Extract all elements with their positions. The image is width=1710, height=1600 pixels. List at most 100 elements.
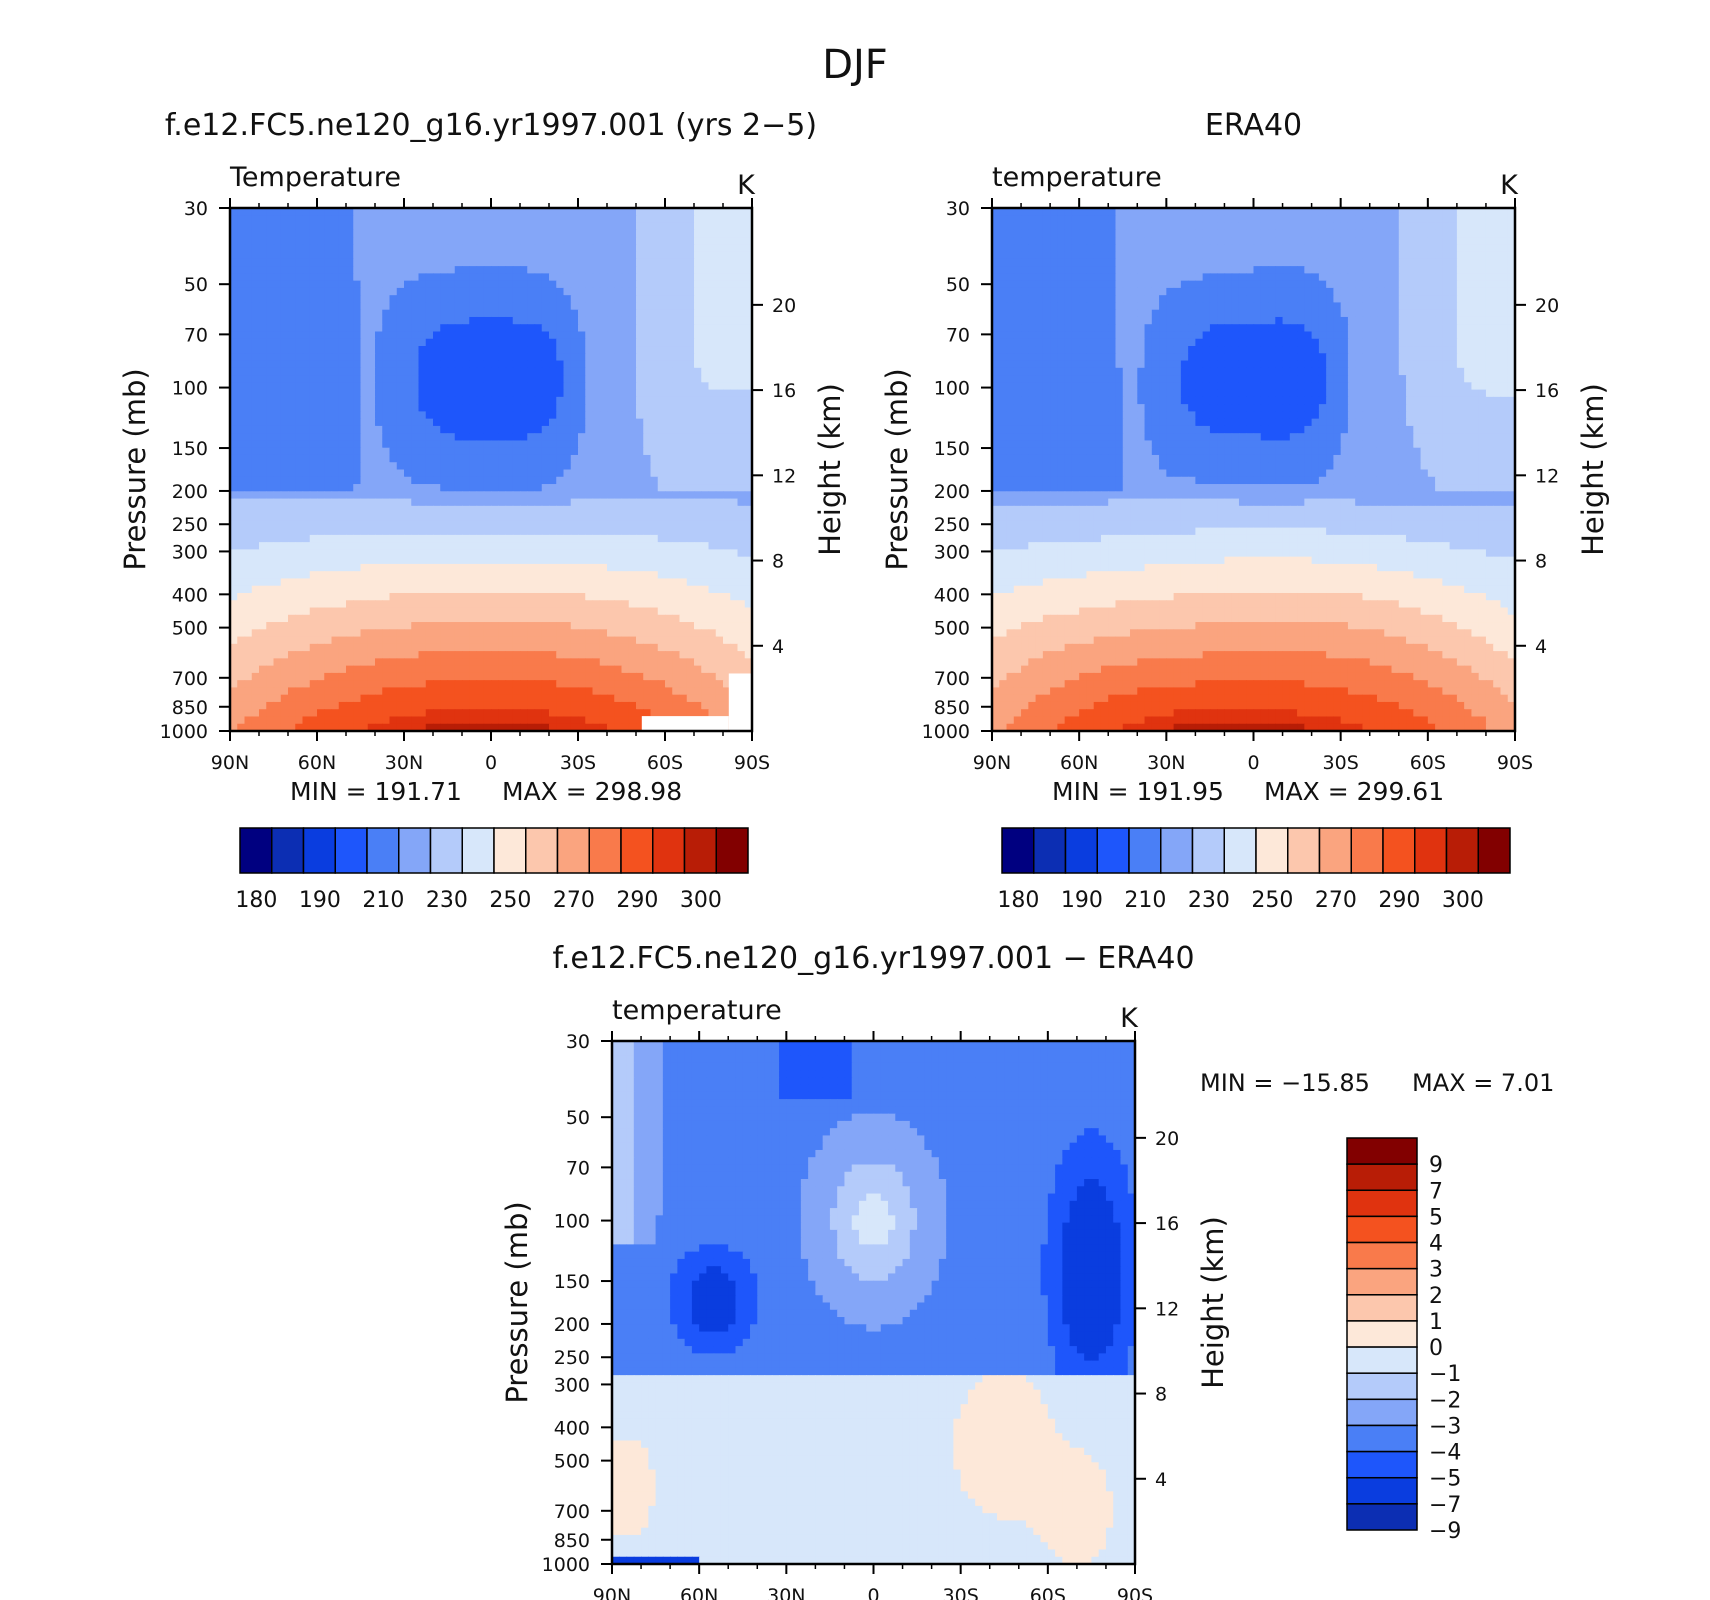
model-cell bbox=[708, 462, 717, 471]
model-cell bbox=[607, 672, 615, 681]
model-cell bbox=[425, 353, 434, 362]
model-cell bbox=[476, 542, 485, 550]
model-cell bbox=[425, 375, 434, 383]
model-cell bbox=[744, 600, 753, 609]
model-cell bbox=[585, 244, 594, 253]
model-cell bbox=[469, 658, 478, 667]
model-cell bbox=[259, 462, 267, 471]
model-cell bbox=[251, 280, 260, 289]
model-cell bbox=[440, 549, 449, 558]
model-cell bbox=[273, 266, 282, 274]
model-cell bbox=[396, 462, 405, 471]
model-cell bbox=[280, 622, 289, 630]
model-cell bbox=[266, 324, 275, 333]
model-cell bbox=[527, 346, 536, 354]
model-cell bbox=[288, 425, 296, 434]
model-cell bbox=[491, 484, 499, 492]
model-cell bbox=[360, 549, 369, 558]
model-cell bbox=[309, 389, 318, 398]
model-cell bbox=[230, 331, 238, 340]
model-cell bbox=[360, 266, 369, 274]
model-cell bbox=[650, 375, 659, 383]
model-cell bbox=[643, 244, 652, 253]
model-cell bbox=[483, 592, 492, 601]
model-cell bbox=[295, 367, 304, 376]
model-cell bbox=[280, 454, 289, 463]
model-cell bbox=[309, 607, 318, 616]
model-cell bbox=[679, 382, 688, 391]
model-cell bbox=[527, 389, 536, 398]
model-cell bbox=[295, 295, 304, 304]
model-cell bbox=[607, 629, 615, 638]
model-cell bbox=[469, 585, 478, 594]
model-cell bbox=[273, 665, 282, 674]
model-cell bbox=[585, 527, 594, 536]
model-cell bbox=[389, 396, 398, 405]
model-cell bbox=[302, 534, 311, 543]
model-cell bbox=[607, 476, 615, 485]
model-cell bbox=[309, 505, 318, 514]
model-cell bbox=[621, 571, 630, 580]
model-cell bbox=[650, 505, 659, 514]
model-cell bbox=[701, 622, 710, 630]
model-cell bbox=[607, 484, 615, 492]
model-cell bbox=[621, 556, 630, 565]
model-cell bbox=[476, 527, 485, 536]
model-cell bbox=[447, 578, 456, 587]
model-cell bbox=[556, 484, 565, 492]
model-cell bbox=[730, 622, 739, 630]
model-cell bbox=[367, 665, 376, 674]
model-cell bbox=[614, 215, 623, 224]
model-cell bbox=[360, 404, 369, 412]
model-cell bbox=[694, 324, 702, 333]
model-cell bbox=[701, 549, 710, 558]
model-cell bbox=[570, 600, 579, 609]
model-cell bbox=[346, 585, 354, 594]
model-cell bbox=[469, 346, 478, 354]
model-cell bbox=[346, 280, 354, 289]
model-cell bbox=[425, 498, 434, 507]
model-cell bbox=[701, 338, 710, 347]
model-cell bbox=[614, 680, 623, 689]
model-cell bbox=[266, 476, 275, 485]
model-cell bbox=[266, 709, 275, 718]
model-cell bbox=[367, 549, 376, 558]
model-cell bbox=[382, 295, 391, 304]
model-cell bbox=[665, 607, 673, 616]
model-cell bbox=[650, 600, 659, 609]
model-cell bbox=[230, 680, 238, 689]
model-cell bbox=[592, 273, 601, 282]
model-cell bbox=[331, 527, 340, 536]
model-cell bbox=[338, 331, 347, 340]
model-cell bbox=[599, 222, 608, 231]
model-cell bbox=[411, 629, 420, 638]
model-cell bbox=[534, 658, 543, 667]
model-cell bbox=[280, 513, 289, 521]
model-cell bbox=[730, 425, 739, 434]
model-cell bbox=[476, 498, 485, 507]
model-cell bbox=[483, 425, 492, 434]
model-cell bbox=[723, 295, 731, 304]
model-cell bbox=[650, 411, 659, 420]
model-cell bbox=[614, 542, 623, 550]
model-cell bbox=[614, 280, 623, 289]
model-cell bbox=[679, 600, 688, 609]
model-cell bbox=[701, 331, 710, 340]
model-cell bbox=[266, 505, 275, 514]
model-cell bbox=[520, 309, 528, 318]
model-cell bbox=[382, 258, 391, 267]
model-cell bbox=[686, 622, 695, 630]
model-cell bbox=[404, 425, 412, 434]
model-cell bbox=[469, 208, 478, 216]
model-cell bbox=[266, 643, 275, 652]
model-cell bbox=[701, 592, 710, 601]
model-cell bbox=[715, 513, 724, 521]
model-cell bbox=[527, 491, 536, 500]
model-cell bbox=[592, 251, 601, 260]
model-cell bbox=[447, 382, 456, 391]
model-cell bbox=[476, 672, 485, 681]
model-cell bbox=[454, 549, 463, 558]
model-cell bbox=[672, 469, 681, 478]
model-cell bbox=[237, 476, 246, 485]
model-cell bbox=[556, 440, 565, 449]
